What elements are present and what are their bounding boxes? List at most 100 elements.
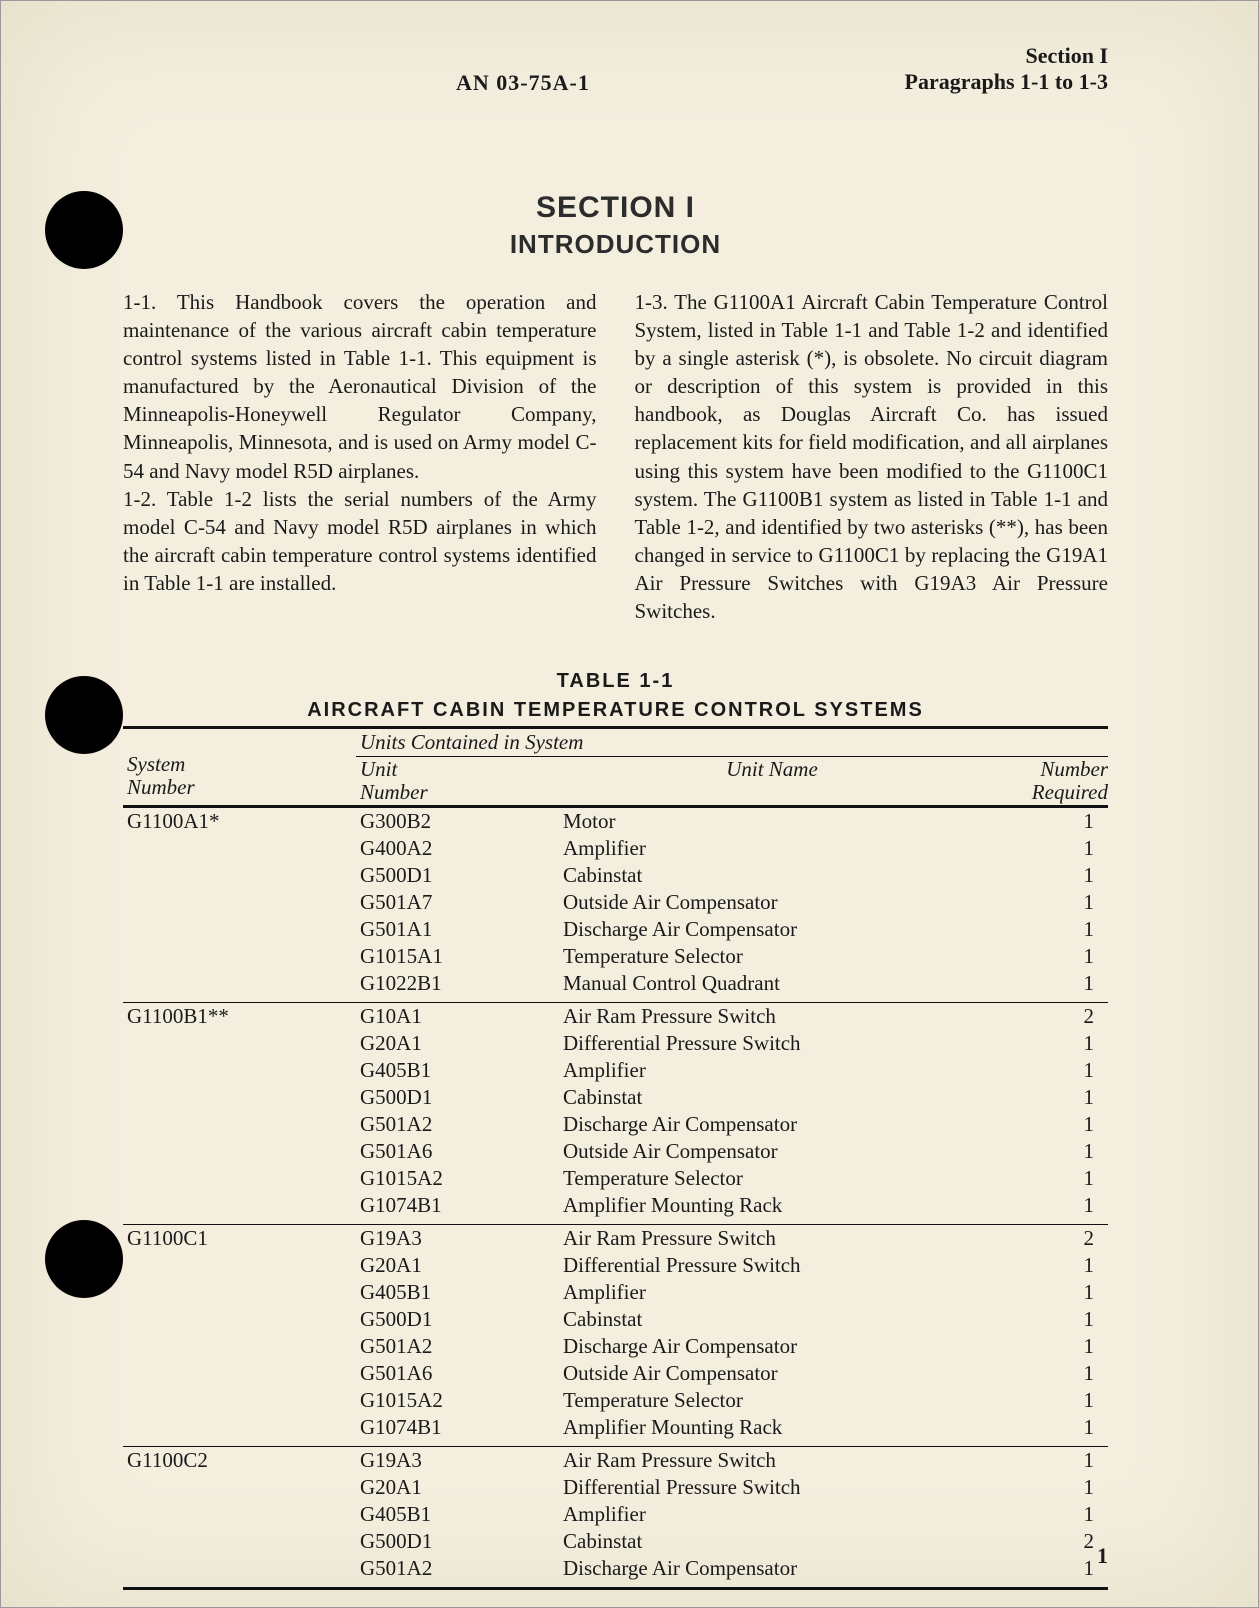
cell-unit-name: Discharge Air Compensator (559, 1555, 985, 1589)
cell-unit-name: Discharge Air Compensator (559, 1111, 985, 1138)
table-title: AIRCRAFT CABIN TEMPERATURE CONTROL SYSTE… (123, 699, 1108, 722)
col-head-system: SystemNumber (123, 728, 356, 807)
section-subtitle: INTRODUCTION (123, 229, 1108, 260)
cell-system (123, 1084, 356, 1111)
running-head-right-2: Paragraphs 1-1 to 1-3 (905, 69, 1108, 95)
paragraph-2: 1-2. Table 1-2 lists the serial numbers … (123, 485, 597, 598)
cell-system (123, 1138, 356, 1165)
table-row: G1100C2G19A3Air Ram Pressure Switch1 (123, 1447, 1108, 1475)
cell-system (123, 889, 356, 916)
cell-unit-name: Amplifier (559, 1501, 985, 1528)
cell-unit-name: Cabinstat (559, 1084, 985, 1111)
table-row: G501A2Discharge Air Compensator1 (123, 1555, 1108, 1589)
table-row: G20A1Differential Pressure Switch1 (123, 1474, 1108, 1501)
table-row: G1100A1*G300B2Motor1 (123, 807, 1108, 836)
cell-unit-name: Cabinstat (559, 1306, 985, 1333)
table-row: G1015A1Temperature Selector1 (123, 943, 1108, 970)
table-row: G501A2Discharge Air Compensator1 (123, 1333, 1108, 1360)
cell-unit-number: G19A3 (356, 1225, 559, 1253)
cell-unit-name: Air Ram Pressure Switch (559, 1003, 985, 1031)
cell-unit-number: G500D1 (356, 1306, 559, 1333)
cell-unit-number: G501A2 (356, 1111, 559, 1138)
cell-unit-number: G501A2 (356, 1333, 559, 1360)
cell-unit-name: Motor (559, 807, 985, 836)
cell-unit-number: G20A1 (356, 1474, 559, 1501)
punch-hole-icon (45, 191, 123, 269)
cell-unit-name: Cabinstat (559, 1528, 985, 1555)
punch-hole-icon (45, 1220, 123, 1298)
cell-system (123, 1360, 356, 1387)
page-content: AN 03-75A-1 Section I Paragraphs 1-1 to … (123, 43, 1108, 1567)
cell-number-required: 1 (985, 1057, 1108, 1084)
table-row: G405B1Amplifier1 (123, 1501, 1108, 1528)
systems-table-body: G1100A1*G300B2Motor1G400A2Amplifier1G500… (123, 807, 1108, 1591)
cell-unit-number: G501A6 (356, 1138, 559, 1165)
cell-number-required: 1 (985, 943, 1108, 970)
cell-number-required: 1 (985, 1030, 1108, 1057)
cell-number-required: 1 (985, 807, 1108, 836)
cell-system (123, 943, 356, 970)
table-number: TABLE 1-1 (123, 667, 1108, 695)
cell-system (123, 1501, 356, 1528)
cell-unit-number: G501A1 (356, 916, 559, 943)
cell-system (123, 1414, 356, 1447)
cell-system (123, 1528, 356, 1555)
cell-system (123, 1387, 356, 1414)
cell-unit-name: Outside Air Compensator (559, 1360, 985, 1387)
cell-system (123, 916, 356, 943)
cell-unit-number: G1015A2 (356, 1165, 559, 1192)
cell-unit-name: Amplifier (559, 1279, 985, 1306)
cell-number-required: 1 (985, 1165, 1108, 1192)
table-row: G500D1Cabinstat1 (123, 1084, 1108, 1111)
cell-unit-number: G1074B1 (356, 1414, 559, 1447)
punch-holes (45, 43, 125, 1567)
cell-unit-name: Outside Air Compensator (559, 889, 985, 916)
cell-number-required: 1 (985, 1360, 1108, 1387)
cell-unit-number: G405B1 (356, 1501, 559, 1528)
table-row: G501A2Discharge Air Compensator1 (123, 1111, 1108, 1138)
cell-unit-name: Temperature Selector (559, 1165, 985, 1192)
cell-unit-name: Cabinstat (559, 862, 985, 889)
cell-unit-number: G501A7 (356, 889, 559, 916)
cell-unit-number: G10A1 (356, 1003, 559, 1031)
body-columns: 1-1. This Handbook covers the operation … (123, 288, 1108, 626)
cell-unit-number: G405B1 (356, 1057, 559, 1084)
table-row: G405B1Amplifier1 (123, 1057, 1108, 1084)
cell-number-required: 1 (985, 1111, 1108, 1138)
cell-unit-number: G300B2 (356, 807, 559, 836)
cell-unit-name: Amplifier Mounting Rack (559, 1192, 985, 1225)
cell-unit-name: Differential Pressure Switch (559, 1474, 985, 1501)
cell-number-required: 1 (985, 1447, 1108, 1475)
systems-table: SystemNumber Units Contained in System U… (123, 726, 1108, 1590)
section-title: SECTION I (123, 191, 1108, 225)
table-row: G1100B1**G10A1Air Ram Pressure Switch2 (123, 1003, 1108, 1031)
table-row: G1015A2Temperature Selector1 (123, 1165, 1108, 1192)
running-head: AN 03-75A-1 Section I Paragraphs 1-1 to … (123, 43, 1108, 96)
cell-unit-name: Amplifier (559, 1057, 985, 1084)
cell-unit-number: G1022B1 (356, 970, 559, 1003)
cell-unit-name: Differential Pressure Switch (559, 1252, 985, 1279)
cell-system: G1100B1** (123, 1003, 356, 1031)
cell-unit-name: Air Ram Pressure Switch (559, 1225, 985, 1253)
cell-system: G1100C1 (123, 1225, 356, 1253)
cell-unit-number: G20A1 (356, 1252, 559, 1279)
table-row: G500D1Cabinstat2 (123, 1528, 1108, 1555)
cell-system (123, 1192, 356, 1225)
cell-system (123, 1030, 356, 1057)
cell-unit-name: Temperature Selector (559, 943, 985, 970)
col-head-unit-number: UnitNumber (356, 757, 559, 807)
cell-system (123, 1333, 356, 1360)
cell-number-required: 1 (985, 916, 1108, 943)
table-row: G500D1Cabinstat1 (123, 862, 1108, 889)
cell-unit-number: G1015A1 (356, 943, 559, 970)
running-head-right-1: Section I (905, 43, 1108, 69)
cell-number-required: 1 (985, 889, 1108, 916)
cell-number-required: 1 (985, 1555, 1108, 1589)
page-scan: AN 03-75A-1 Section I Paragraphs 1-1 to … (0, 0, 1259, 1608)
cell-system (123, 1252, 356, 1279)
cell-number-required: 1 (985, 1138, 1108, 1165)
cell-number-required: 1 (985, 1084, 1108, 1111)
cell-unit-name: Discharge Air Compensator (559, 1333, 985, 1360)
paragraph-3: 1-3. The G1100A1 Aircraft Cabin Temperat… (635, 288, 1109, 626)
table-row: G501A6Outside Air Compensator1 (123, 1360, 1108, 1387)
